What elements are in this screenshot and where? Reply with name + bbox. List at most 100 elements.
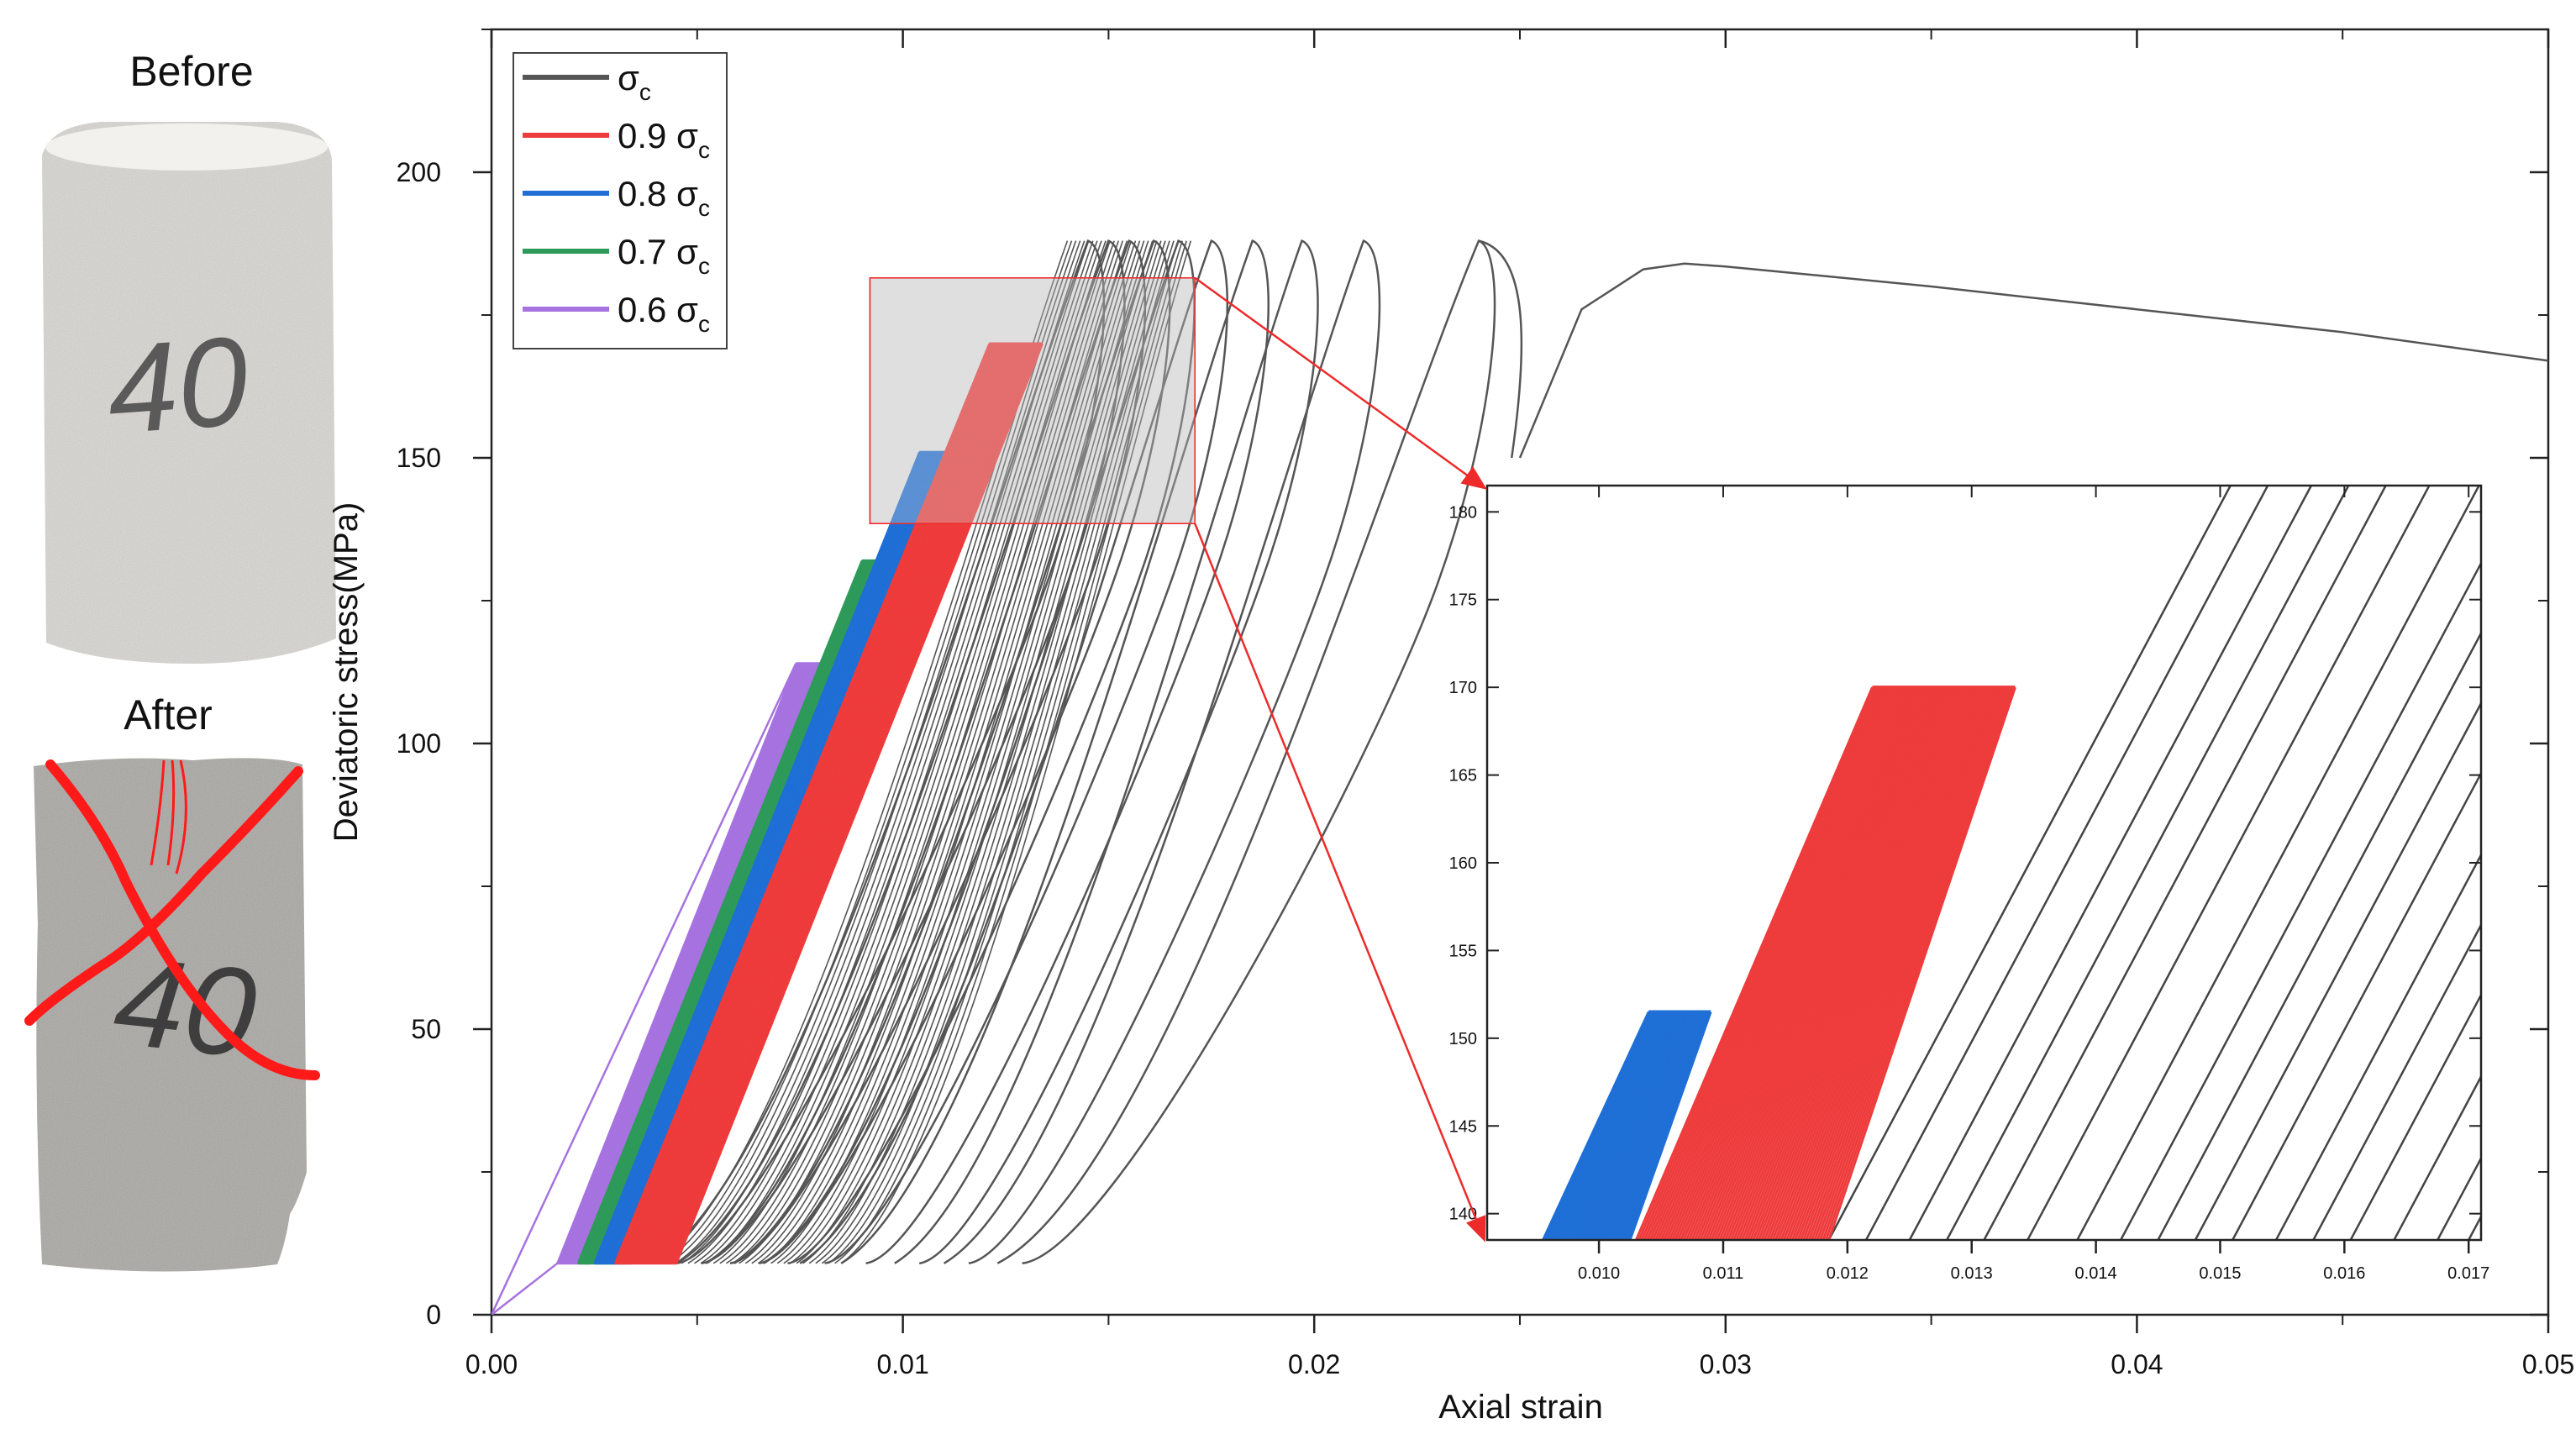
inset-gray-line xyxy=(2027,486,2431,1240)
inset-cycle-line xyxy=(1754,686,1963,1240)
inset-gray-line xyxy=(2194,701,2481,1240)
inset-y-tick-label: 170 xyxy=(1449,679,1477,697)
inset-cycle-line xyxy=(1643,686,1880,1240)
sigma-c-cycle-dense xyxy=(751,240,1133,1264)
fracture-cracks xyxy=(150,759,187,875)
zoom-region-overlay xyxy=(869,277,1196,524)
inset-y-tick-label: 165 xyxy=(1449,767,1477,785)
y-tick-label: 150 xyxy=(397,443,441,473)
sigma-c-cycle-dense xyxy=(744,240,1128,1264)
inset-gray-line xyxy=(1983,486,2387,1240)
sigma-c-cycle-dense xyxy=(808,240,1170,1264)
after-label: After xyxy=(124,691,213,738)
inset-cycle-line xyxy=(1635,686,1874,1240)
inset-cycle-line xyxy=(1722,686,1938,1240)
inset-cycle-line xyxy=(1676,686,1905,1240)
inset-cycle-line xyxy=(1824,686,2015,1240)
y-tick-label: 100 xyxy=(397,728,441,759)
sigma-c-post-peak xyxy=(1478,239,2548,459)
inset-cycle-line xyxy=(1729,686,1944,1240)
inset-cycle-line xyxy=(1802,686,1998,1240)
axes-inset: 0.010 0.011 0.012 0.013 0.014 0.015 0.016 0.017… xyxy=(1449,486,2489,1283)
initial-loading-line xyxy=(492,1262,559,1315)
sigma-c-cycle-dense xyxy=(675,240,1081,1264)
sigma-c-cycle xyxy=(799,239,1229,1265)
sigma-c-cycle-dense xyxy=(732,240,1119,1264)
inset-cycle-line xyxy=(1819,686,2011,1240)
inset-cycle-line xyxy=(1811,686,2005,1240)
inset-gray-line xyxy=(1946,486,2350,1240)
zoom-arrow-bottom xyxy=(1194,523,1486,1242)
y-tick-label: 0 xyxy=(426,1300,441,1330)
inset-cycle-line xyxy=(1651,686,1886,1240)
inset-cycle-line xyxy=(1788,686,1988,1240)
sigma-c-cycle-dense xyxy=(828,240,1183,1264)
inset-cycle-line xyxy=(1707,686,1927,1240)
inset-x-tick-label: 0.014 xyxy=(2075,1264,2117,1283)
inset-cycle-line xyxy=(1690,686,1916,1240)
legend-label: σc xyxy=(618,58,651,105)
inset-cycle-line xyxy=(1758,686,1965,1240)
x-axis-label: Axial strain xyxy=(1438,1389,1603,1426)
sigma-c-cycle-dense xyxy=(719,240,1111,1264)
inset-cycle-line xyxy=(1752,686,1961,1240)
inset-cycle-line xyxy=(1638,686,1876,1240)
first-cycle-line xyxy=(492,663,797,1315)
sigma-c-cycle xyxy=(651,239,1106,1265)
x-tick-label: 0.04 xyxy=(2111,1349,2163,1379)
inset-cycle-line xyxy=(1800,686,1996,1240)
inset-cycle-line xyxy=(1682,686,1909,1240)
inset-cycle-line xyxy=(1685,686,1911,1240)
inset-cycle-line xyxy=(1783,686,1984,1240)
legend-label: 0.8 σc xyxy=(618,174,710,221)
inset-y-tick-label: 155 xyxy=(1449,942,1477,960)
sigma-c-cycle xyxy=(840,239,1270,1265)
sigma-c-cycle-dense xyxy=(834,240,1188,1264)
inset-cycle-line xyxy=(1769,686,1974,1240)
sigma-c-cycle xyxy=(704,239,1147,1265)
x-tick-label: 0.00 xyxy=(465,1349,518,1379)
sigma-c-cycle xyxy=(996,239,1496,1265)
curves-inset xyxy=(1542,486,2576,1240)
inset-cycle-line xyxy=(1628,1011,1712,1240)
sigma-c-cycle-dense xyxy=(840,240,1192,1264)
x-tick-label: 0.05 xyxy=(2522,1349,2574,1379)
inset-gray-line xyxy=(2468,1214,2481,1240)
inset-cycle-line xyxy=(1654,686,1889,1240)
sigma-c-cycle-dense xyxy=(770,240,1145,1264)
inset-cycle-line xyxy=(1737,686,1951,1240)
inset-cycle-line xyxy=(1680,686,1907,1240)
sigma-c-cycle-dense xyxy=(687,240,1090,1264)
series-0-9-sigma-c xyxy=(613,342,1044,1265)
inset-cycle-line xyxy=(1693,686,1917,1240)
inset-cycle-line xyxy=(1746,686,1957,1240)
fracture-cross-icon xyxy=(24,759,320,1080)
inset-cycle-line xyxy=(1710,686,1930,1240)
inset-cycle-line xyxy=(1796,686,1994,1240)
inset-gray-line xyxy=(2525,486,2576,1240)
inset-cycle-line xyxy=(1763,686,1969,1240)
inset-y-tick-label: 140 xyxy=(1449,1206,1477,1224)
sigma-c-cycle-dense xyxy=(783,240,1154,1264)
sigma-c-cycle xyxy=(943,239,1381,1265)
inset-cycle-line xyxy=(1646,686,1882,1240)
inset-plot: 0.010 0.011 0.012 0.013 0.014 0.015 0.016 0.017… xyxy=(1449,484,2576,1283)
cycle-line xyxy=(676,343,1044,1264)
before-specimen-image: 40 xyxy=(42,122,336,664)
inset-y-tick-label: 145 xyxy=(1449,1117,1477,1136)
sigma-c-cycle-dense xyxy=(707,240,1102,1264)
x-tick-label: 0.02 xyxy=(1288,1349,1340,1379)
inset-cycle-line xyxy=(1668,686,1899,1240)
y-tick-label: 200 xyxy=(397,157,441,187)
inset-cycle-line xyxy=(1774,686,1978,1240)
inset-band-0-8 xyxy=(1542,1010,1712,1240)
inset-cycle-line xyxy=(1743,686,1954,1240)
after-specimen-mark: 40 xyxy=(108,929,263,1085)
main-plot: 0.00 0.01 0.02 0.03 0.04 0.05 0 50 100 150 200 Axi… xyxy=(328,28,2574,1426)
inset-cycle-line xyxy=(1671,686,1900,1240)
inset-cycle-line xyxy=(1716,686,1934,1240)
inset-cycle-line xyxy=(1735,686,1948,1240)
inset-gray-line xyxy=(1908,486,2312,1240)
before-specimen-mark: 40 xyxy=(103,310,252,460)
